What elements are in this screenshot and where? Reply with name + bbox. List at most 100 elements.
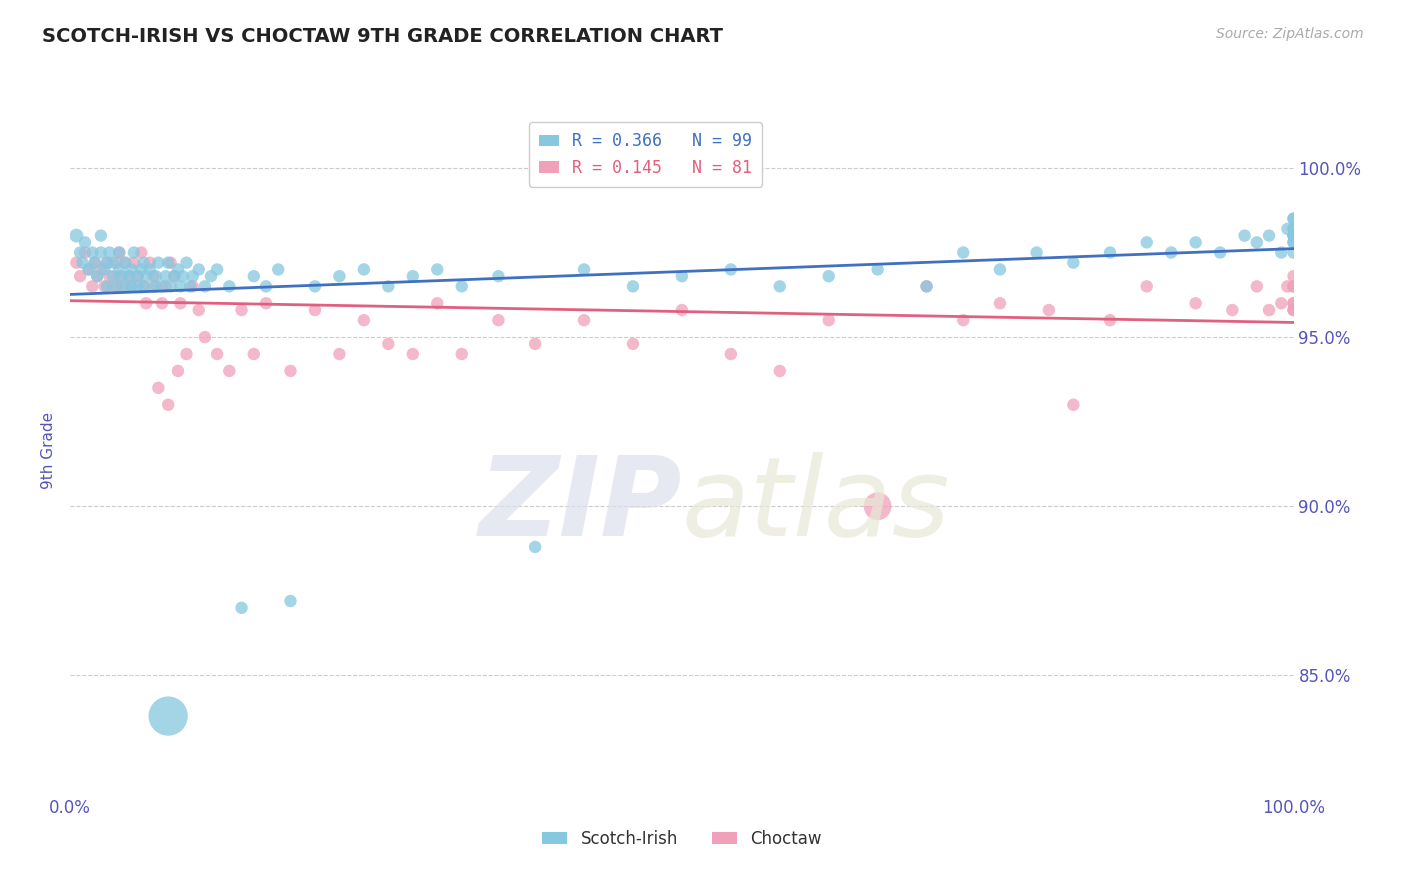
- Point: [377, 279, 399, 293]
- Point: [952, 245, 974, 260]
- Point: [86, 269, 108, 284]
- Text: ZIP: ZIP: [478, 452, 682, 559]
- Point: [69, 245, 91, 260]
- Point: [108, 262, 131, 277]
- Point: [167, 364, 190, 378]
- Point: [572, 313, 595, 327]
- Point: [621, 337, 644, 351]
- Point: [1038, 303, 1060, 318]
- Point: [304, 303, 326, 318]
- Point: [176, 347, 198, 361]
- Point: [231, 303, 253, 318]
- Point: [218, 279, 240, 293]
- Point: [157, 709, 180, 723]
- Point: [73, 235, 96, 250]
- Point: [402, 347, 425, 361]
- Point: [1282, 222, 1305, 236]
- Point: [159, 255, 181, 269]
- Point: [353, 313, 375, 327]
- Point: [90, 228, 112, 243]
- Point: [205, 347, 228, 361]
- Point: [129, 245, 152, 260]
- Point: [176, 255, 198, 269]
- Text: SCOTCH-IRISH VS CHOCTAW 9TH GRADE CORRELATION CHART: SCOTCH-IRISH VS CHOCTAW 9TH GRADE CORREL…: [42, 27, 723, 45]
- Point: [96, 255, 118, 269]
- Point: [157, 255, 180, 269]
- Point: [101, 269, 124, 284]
- Point: [145, 279, 167, 293]
- Point: [1282, 235, 1305, 250]
- Point: [450, 279, 472, 293]
- Point: [1270, 245, 1292, 260]
- Point: [121, 262, 143, 277]
- Point: [105, 255, 128, 269]
- Point: [1160, 245, 1182, 260]
- Point: [118, 269, 141, 284]
- Point: [105, 279, 128, 293]
- Point: [769, 279, 792, 293]
- Point: [65, 228, 87, 243]
- Point: [218, 364, 240, 378]
- Point: [132, 255, 155, 269]
- Point: [254, 279, 277, 293]
- Point: [488, 313, 510, 327]
- Point: [132, 279, 155, 293]
- Point: [163, 269, 186, 284]
- Point: [72, 255, 94, 269]
- Point: [194, 330, 217, 344]
- Point: [524, 337, 547, 351]
- Point: [671, 269, 693, 284]
- Point: [866, 262, 889, 277]
- Point: [111, 279, 134, 293]
- Point: [720, 262, 742, 277]
- Point: [127, 269, 149, 284]
- Point: [1282, 245, 1305, 260]
- Point: [169, 279, 191, 293]
- Point: [145, 269, 167, 284]
- Point: [720, 347, 742, 361]
- Point: [77, 262, 100, 277]
- Point: [114, 255, 136, 269]
- Point: [148, 381, 170, 395]
- Point: [132, 279, 155, 293]
- Point: [988, 296, 1011, 310]
- Point: [139, 255, 162, 269]
- Point: [1062, 255, 1084, 269]
- Point: [111, 269, 134, 284]
- Point: [148, 255, 170, 269]
- Point: [108, 245, 131, 260]
- Point: [108, 245, 131, 260]
- Point: [1258, 228, 1281, 243]
- Point: [1184, 235, 1206, 250]
- Point: [1282, 296, 1305, 310]
- Point: [172, 269, 194, 284]
- Point: [1282, 228, 1305, 243]
- Text: Source: ZipAtlas.com: Source: ZipAtlas.com: [1216, 27, 1364, 41]
- Point: [86, 269, 108, 284]
- Point: [90, 262, 112, 277]
- Point: [1246, 235, 1268, 250]
- Point: [1209, 245, 1232, 260]
- Point: [142, 279, 165, 293]
- Point: [194, 279, 217, 293]
- Point: [1282, 228, 1305, 243]
- Point: [139, 262, 162, 277]
- Point: [118, 269, 141, 284]
- Point: [1282, 222, 1305, 236]
- Point: [243, 269, 266, 284]
- Point: [1136, 235, 1159, 250]
- Point: [817, 313, 839, 327]
- Point: [200, 269, 222, 284]
- Legend: Scotch-Irish, Choctaw: Scotch-Irish, Choctaw: [536, 823, 828, 855]
- Point: [280, 364, 302, 378]
- Point: [952, 313, 974, 327]
- Point: [1282, 211, 1305, 226]
- Point: [1282, 228, 1305, 243]
- Point: [82, 279, 104, 293]
- Point: [450, 347, 472, 361]
- Point: [83, 255, 105, 269]
- Point: [96, 255, 118, 269]
- Point: [83, 255, 105, 269]
- Point: [1220, 303, 1243, 318]
- Point: [65, 255, 87, 269]
